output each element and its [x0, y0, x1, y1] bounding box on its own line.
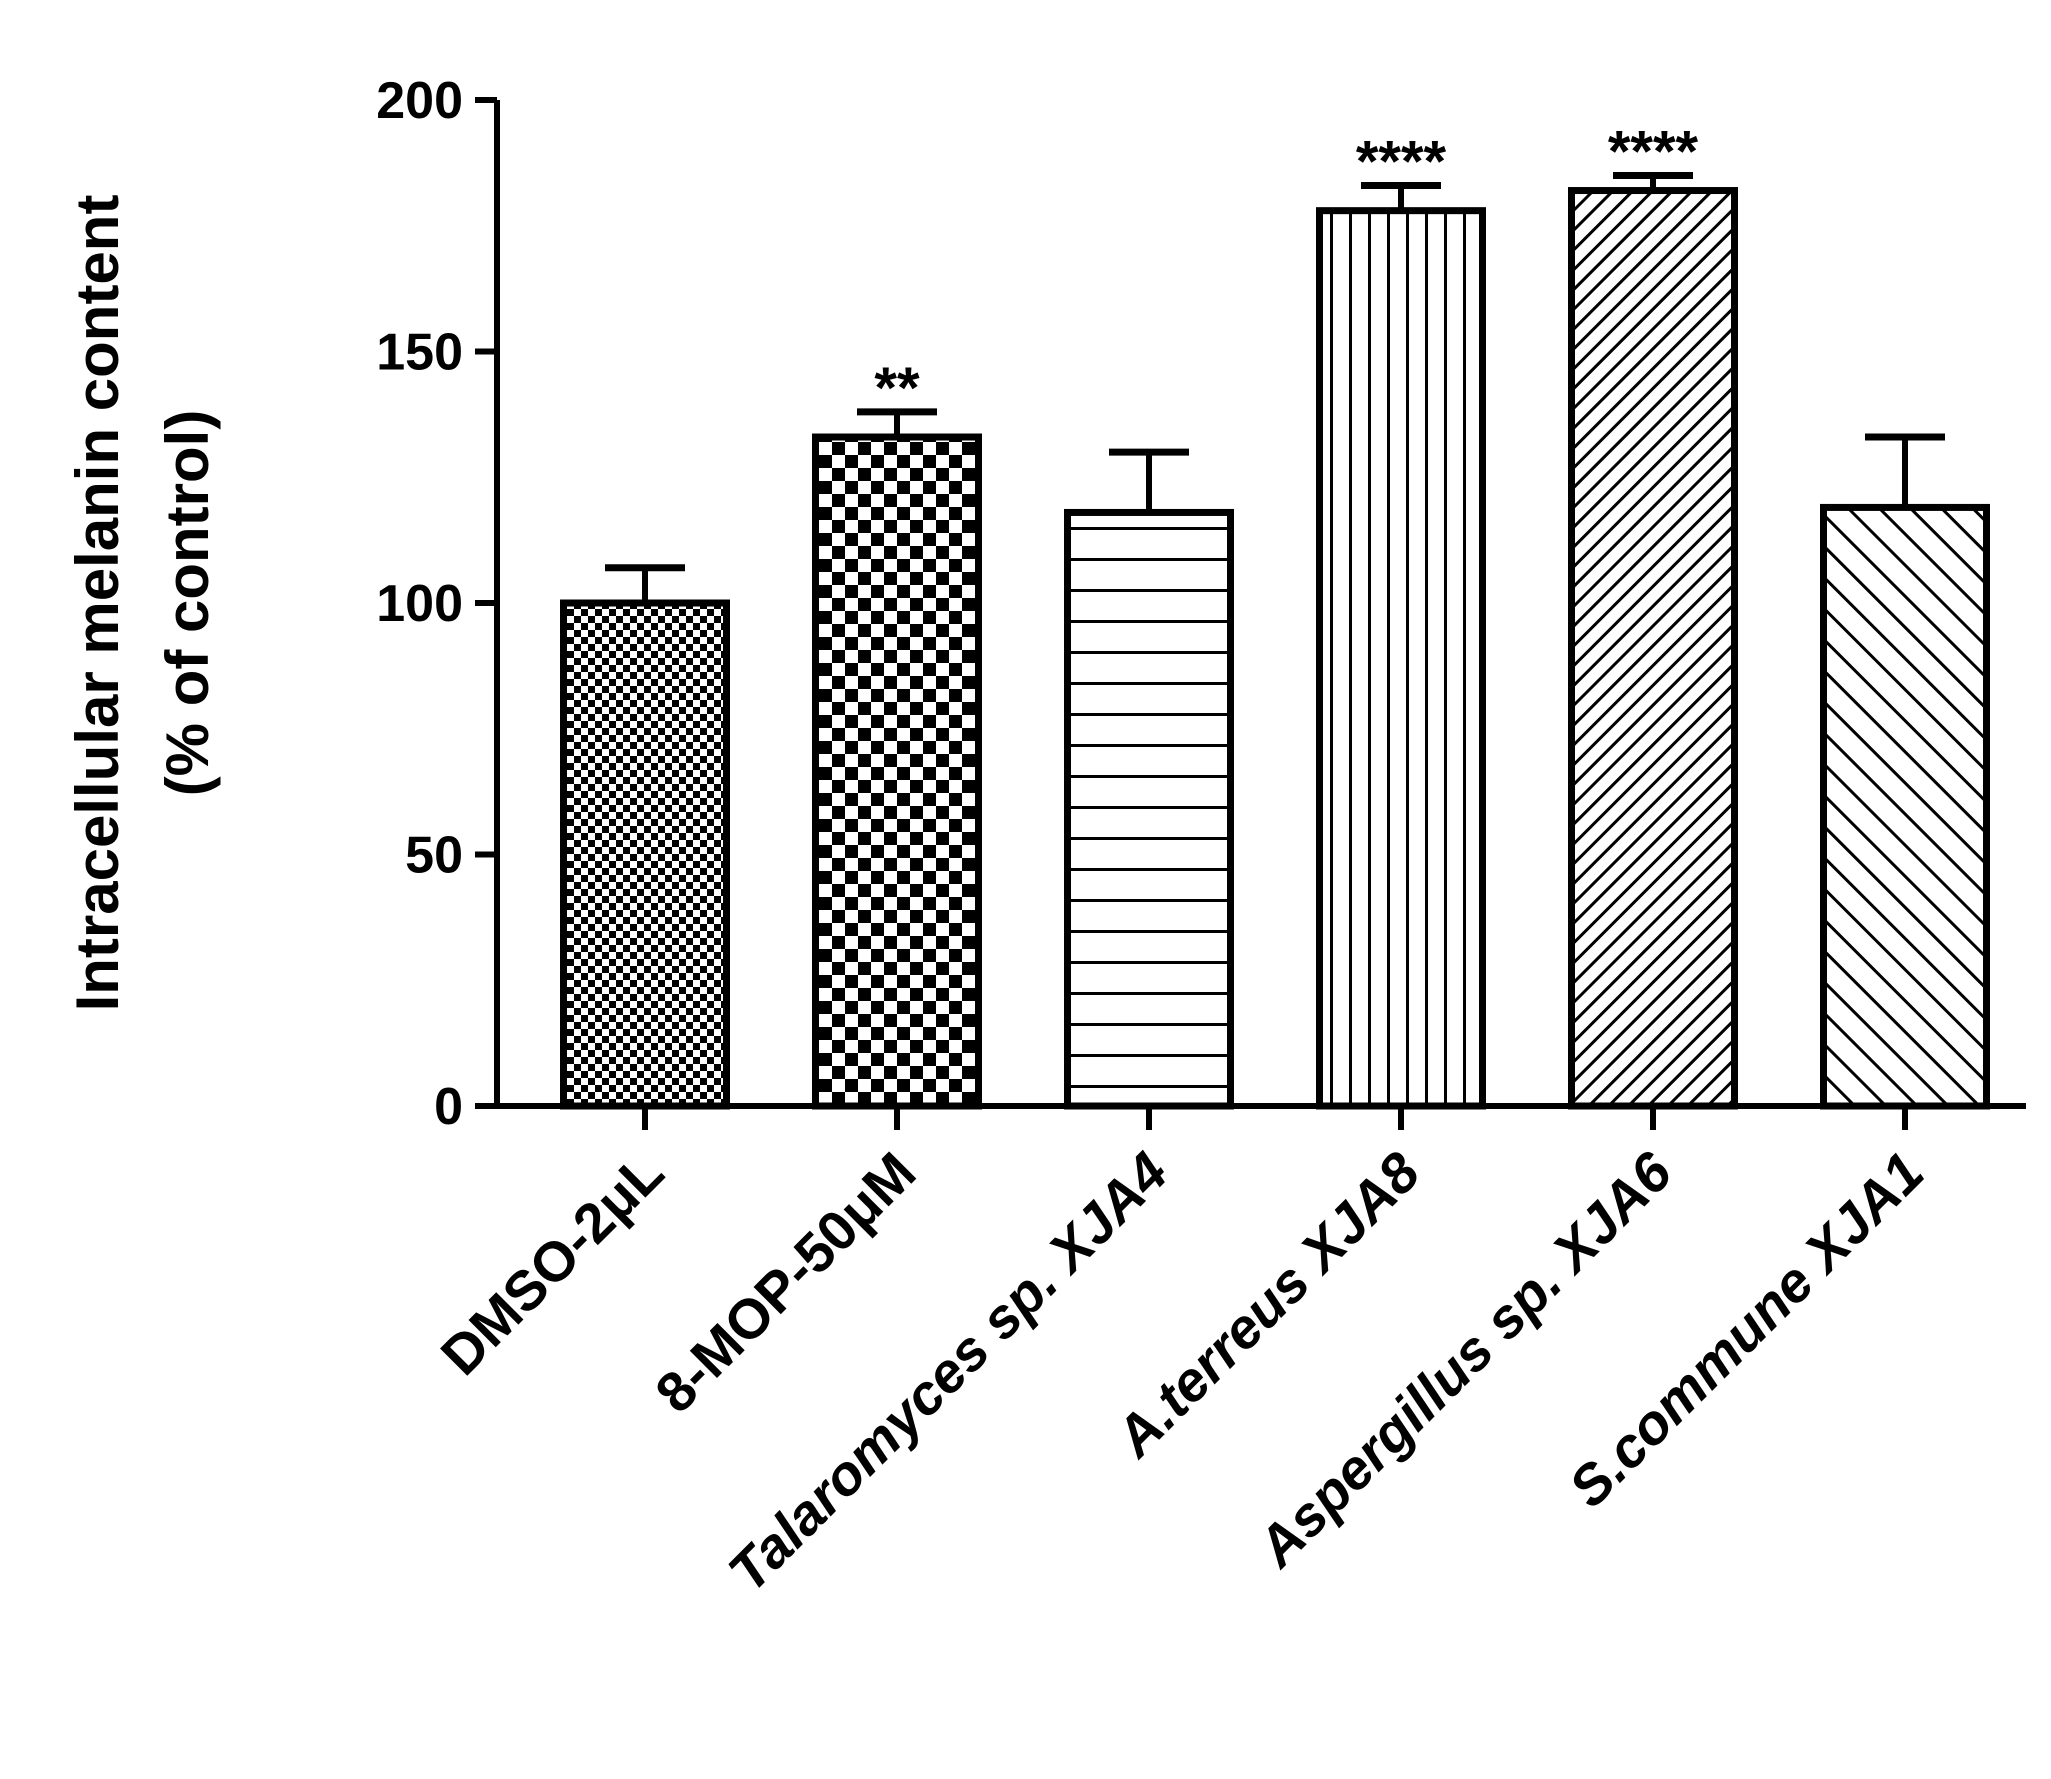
x-tick-label: DMSO-2μL [429, 1140, 676, 1387]
y-tick-label: 100 [376, 575, 463, 633]
y-tick-label: 150 [376, 324, 463, 382]
y-tick-label: 0 [434, 1078, 463, 1136]
bar-group [1820, 433, 1990, 1110]
bars: ****** **** [560, 119, 1990, 1110]
y-tick-label: 50 [405, 827, 463, 885]
significance-label: **** [1608, 119, 1699, 184]
bar [560, 599, 730, 1110]
x-tick-label-italic: Aspergillus sp. XJA6 [1244, 1139, 1684, 1579]
bar [1316, 207, 1486, 1110]
significance-label: ** [874, 356, 920, 421]
x-tick-label: Talaromyces sp. XJA4 [716, 1140, 1179, 1603]
x-tick-label-text: DMSO-2μL [429, 1140, 676, 1387]
bar [1568, 187, 1738, 1110]
significance-label: **** [1356, 130, 1447, 195]
y-tick-label: 200 [376, 72, 463, 130]
bar [1820, 503, 1990, 1110]
x-tick-label: 8-MOP-50μM [643, 1140, 927, 1424]
y-axis-title: Intracellular melanin content (% of cont… [64, 195, 221, 1012]
bar-group [560, 564, 730, 1110]
x-tick-label-text: 8-MOP-50μM [643, 1140, 927, 1424]
y-axis-title-line2: (% of control) [154, 410, 221, 797]
bar-group [1064, 448, 1234, 1110]
bar [812, 433, 982, 1110]
bar [1064, 508, 1234, 1110]
y-axis-title-line1: Intracellular melanin content [64, 195, 131, 1012]
axes [494, 100, 2026, 1109]
x-tick-label: Aspergillus sp. XJA6 [1244, 1139, 1684, 1579]
bar-group: ** [812, 356, 982, 1110]
x-tick-label-italic: Talaromyces sp. XJA4 [716, 1140, 1179, 1603]
bar-group: **** [1568, 119, 1738, 1110]
y-axis-ticks: 0 50 100 150 200 [376, 72, 497, 1136]
bar-group: **** [1316, 130, 1486, 1110]
